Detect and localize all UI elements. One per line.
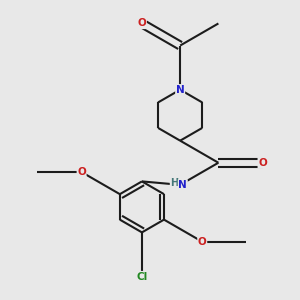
Text: O: O xyxy=(258,158,267,168)
Text: N: N xyxy=(178,180,187,190)
Text: N: N xyxy=(176,85,184,95)
Text: O: O xyxy=(137,19,146,28)
Text: Cl: Cl xyxy=(136,272,148,281)
Text: H: H xyxy=(170,178,178,188)
Text: O: O xyxy=(77,167,86,177)
Text: O: O xyxy=(198,237,207,247)
